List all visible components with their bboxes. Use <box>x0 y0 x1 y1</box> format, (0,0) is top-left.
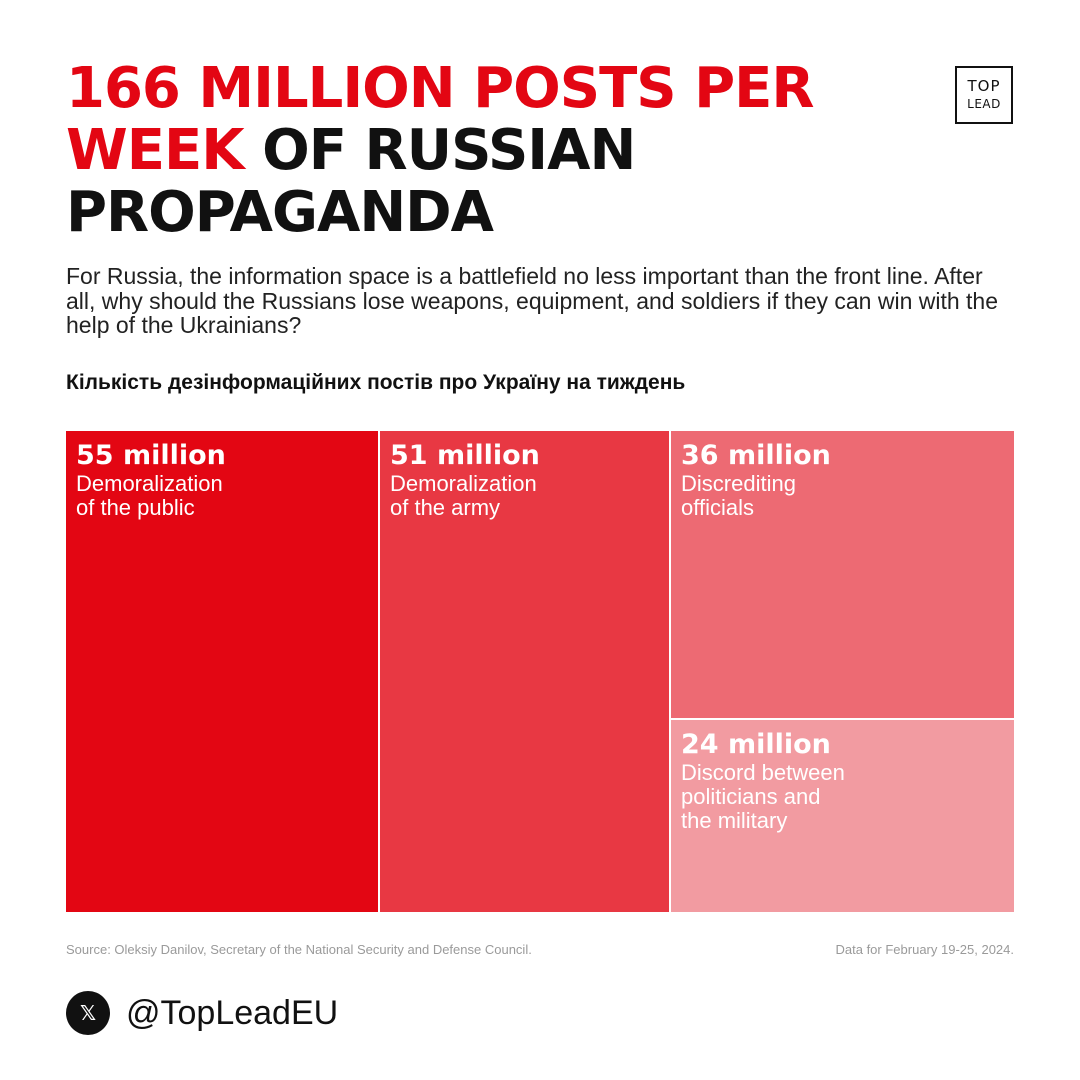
treemap-tile: 24 million Discord between politicians an… <box>671 720 1014 912</box>
intro-text: For Russia, the information space is a b… <box>66 263 999 338</box>
data-period: Data for February 19-25, 2024. <box>835 942 1015 957</box>
logo-line2: LEAD <box>967 97 1001 111</box>
social-handle[interactable]: @TopLeadEU <box>126 994 339 1032</box>
logo-line1: TOP <box>967 77 1001 95</box>
tile-label: Discrediting officials <box>681 471 796 520</box>
x-logo-icon[interactable]: 𝕏 <box>66 991 110 1035</box>
social-handle-row[interactable]: 𝕏 @TopLeadEU <box>66 991 338 1035</box>
title-rest: OF RUSSIAN PROPAGANDA <box>66 118 636 245</box>
title-highlight: 166 MILLION POSTS PER WEEK <box>66 56 815 183</box>
tile-label: Demoralization of the public <box>76 471 223 520</box>
tile-value: 24 million <box>681 729 831 760</box>
tile-value: 51 million <box>390 440 540 471</box>
page-title: 166 MILLION POSTS PER WEEK OF RUSSIAN PR… <box>66 58 926 244</box>
treemap-tile: 55 million Demoralization of the public <box>66 431 378 912</box>
treemap-chart: 55 million Demoralization of the public 51… <box>66 431 1014 912</box>
tile-label: Demoralization of the army <box>390 471 537 520</box>
toplead-logo: TOP LEAD <box>955 66 1013 124</box>
treemap-tile: 36 million Discrediting officials <box>671 431 1014 718</box>
tile-value: 36 million <box>681 440 831 471</box>
treemap-tile: 51 million Demoralization of the army <box>380 431 669 912</box>
tile-value: 55 million <box>76 440 226 471</box>
tile-label: Discord between politicians and the mili… <box>681 760 845 833</box>
chart-title: Кількість дезінформаційних постів про Ук… <box>66 371 686 394</box>
source-note: Source: Oleksiy Danilov, Secretary of th… <box>66 942 532 957</box>
